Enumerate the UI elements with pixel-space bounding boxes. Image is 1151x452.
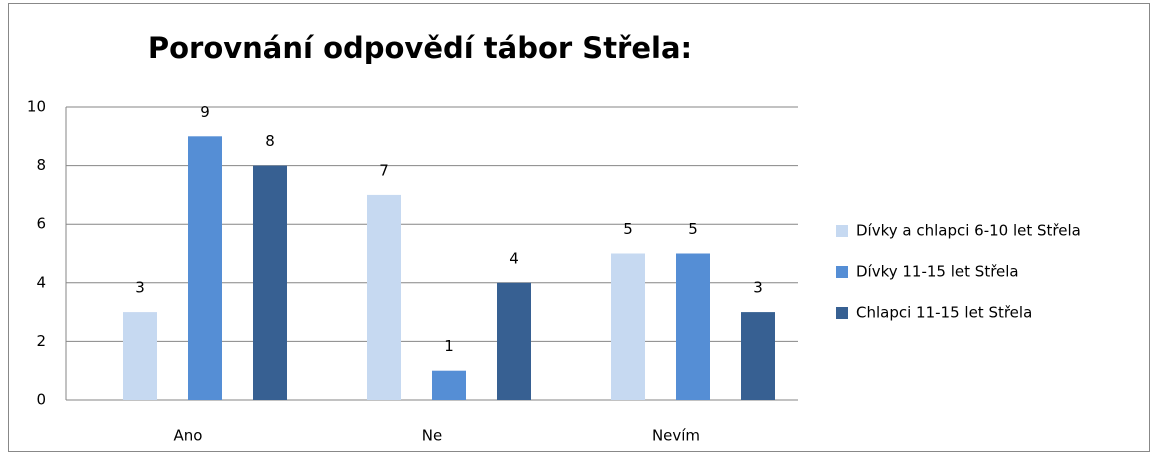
data-label: 8 — [265, 132, 275, 150]
legend-swatch — [836, 225, 848, 237]
bar — [253, 165, 287, 400]
bar — [741, 312, 775, 400]
bar — [367, 194, 401, 400]
data-label: 1 — [444, 337, 454, 355]
legend-swatch — [836, 307, 848, 319]
y-tick-label: 0 — [36, 391, 46, 409]
legend-swatch — [836, 266, 848, 278]
y-tick-label: 4 — [36, 273, 46, 291]
data-label: 3 — [753, 279, 763, 297]
legend-label: Dívky 11-15 let Střela — [856, 263, 1019, 281]
bar — [676, 253, 710, 400]
bar — [611, 253, 645, 400]
legend-label: Chlapci 11-15 let Střela — [856, 304, 1032, 322]
y-tick-label: 2 — [36, 332, 46, 350]
data-label: 9 — [200, 103, 210, 121]
bar — [188, 136, 222, 401]
x-tick-label: Ano — [174, 427, 203, 445]
chart-title: Porovnání odpovědí tábor Střela: — [148, 31, 692, 65]
bar — [123, 312, 157, 400]
y-tick-label: 6 — [36, 215, 46, 233]
y-tick-label: 10 — [27, 98, 46, 116]
bar — [497, 282, 531, 400]
bar — [432, 370, 466, 400]
data-label: 5 — [623, 220, 633, 238]
data-label: 7 — [379, 161, 389, 179]
data-label: 5 — [688, 220, 698, 238]
data-label: 3 — [135, 279, 145, 297]
y-tick-label: 8 — [36, 156, 46, 174]
legend-label: Dívky a chlapci 6-10 let Střela — [856, 222, 1081, 240]
x-tick-label: Ne — [422, 427, 442, 445]
x-tick-label: Nevím — [652, 427, 700, 445]
data-label: 4 — [509, 249, 519, 267]
